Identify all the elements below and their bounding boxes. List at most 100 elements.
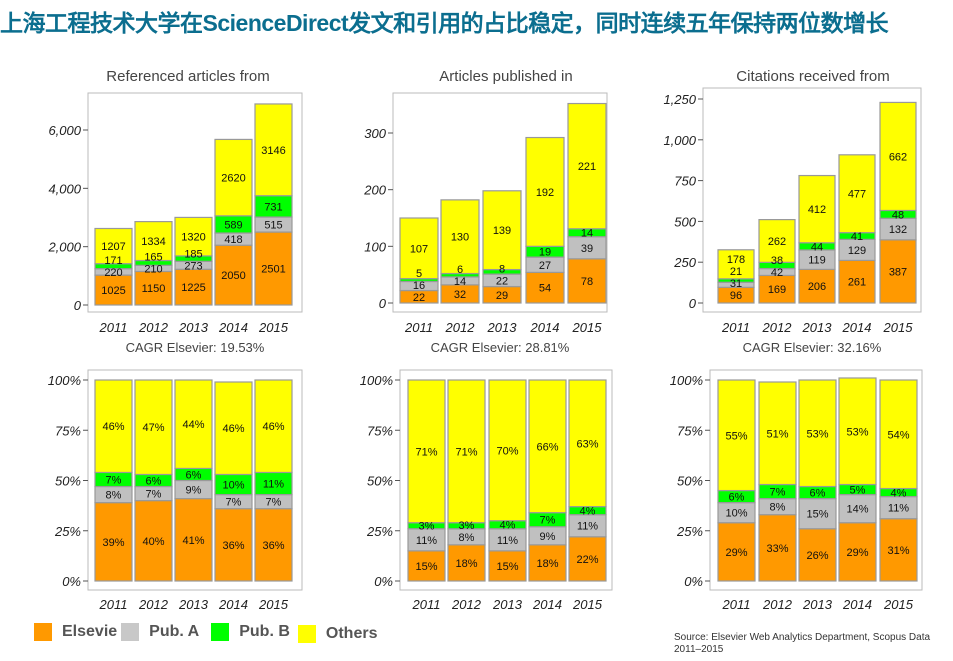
data-label: 15% <box>496 561 518 573</box>
x-tick-label: 2014 <box>218 320 248 335</box>
x-tick-label: 2014 <box>842 320 872 335</box>
y-tick-label: 300 <box>364 126 386 141</box>
legend-swatch-pub-a <box>121 623 140 641</box>
bar-segment-others-2015 <box>254 379 293 474</box>
data-label: 15% <box>806 509 828 521</box>
bar-segment-elsevier-2013 <box>798 528 837 582</box>
data-label: 71% <box>455 446 477 458</box>
bar-segment-others-2015 <box>254 103 293 197</box>
data-label: 8% <box>106 490 122 502</box>
data-label: 11% <box>888 503 909 515</box>
bar-segment-others-2015 <box>567 102 607 230</box>
data-label: 26% <box>806 550 828 562</box>
y-tick-label: 25% <box>676 524 703 539</box>
chart-title: Articles published in <box>439 68 572 85</box>
data-label: 6% <box>729 492 745 504</box>
data-label: 662 <box>889 151 907 163</box>
data-label: 53% <box>806 428 828 440</box>
data-label: 31% <box>887 545 909 557</box>
y-tick-label: 6,000 <box>48 123 81 138</box>
x-tick-label: 2015 <box>883 597 914 612</box>
data-label: 169 <box>768 284 786 296</box>
x-tick-label: 2011 <box>99 597 128 612</box>
data-label: 47% <box>142 422 164 434</box>
bar-segment-elsevier-2011 <box>717 522 756 582</box>
x-tick-label: 2013 <box>802 320 833 335</box>
data-label: 36% <box>262 540 284 552</box>
data-label: 16 <box>413 280 425 292</box>
data-label: 41% <box>182 535 204 547</box>
data-label: 44 <box>811 241 823 253</box>
data-label: 731 <box>264 201 282 213</box>
data-label: 8 <box>499 263 505 275</box>
data-label: 1320 <box>181 232 205 244</box>
y-tick-label: 75% <box>677 423 703 438</box>
bar-segment-others-2011 <box>717 379 756 492</box>
y-tick-label: 100 <box>364 239 386 254</box>
data-label: 42 <box>771 267 783 279</box>
data-label: 8% <box>459 532 475 544</box>
data-label: 27 <box>539 260 551 272</box>
data-label: 10% <box>222 480 244 492</box>
bar-segment-others-2011 <box>717 249 755 280</box>
y-tick-label: 25% <box>54 524 81 539</box>
data-label: 1207 <box>101 241 125 253</box>
data-label: 6 <box>457 264 463 276</box>
data-label: 46% <box>222 423 244 435</box>
data-label: 18% <box>536 558 558 570</box>
bar-segment-others-2011 <box>399 217 439 280</box>
y-tick-label: 200 <box>363 183 386 198</box>
y-tick-label: 50% <box>367 474 393 489</box>
bar-segment-elsevier-2012 <box>758 274 796 304</box>
legend-label-elsevier: Elsevie <box>62 623 118 640</box>
data-label: 220 <box>104 267 122 279</box>
bar-segment-others-2013 <box>174 379 213 470</box>
bar-segment-elsevier-2014 <box>214 244 253 306</box>
y-tick-label: 1,000 <box>663 133 696 148</box>
data-label: 139 <box>493 225 511 237</box>
x-tick-label: 2015 <box>258 597 289 612</box>
bar-segment-others-2011 <box>94 227 133 265</box>
x-tick-label: 2012 <box>451 597 482 612</box>
data-label: 185 <box>184 248 202 260</box>
data-label: 14 <box>454 276 466 288</box>
bar-segment-elsevier-2013 <box>488 550 527 582</box>
legend-label-pub-a: Pub. A <box>149 623 200 640</box>
legend-label-pub-b: Pub. B <box>239 623 290 640</box>
data-label: 11% <box>263 479 284 491</box>
data-label: 39 <box>581 243 593 255</box>
data-label: 11% <box>497 535 518 547</box>
data-label: 63% <box>576 438 598 450</box>
data-label: 29% <box>846 547 868 559</box>
legend-swatch-others <box>297 625 316 643</box>
x-tick-label: 2011 <box>722 597 751 612</box>
data-label: 1334 <box>141 236 165 248</box>
data-label: 22% <box>576 554 598 566</box>
bar-segment-others-2013 <box>174 216 213 257</box>
bar-segment-others-2012 <box>134 379 173 476</box>
data-label: 11% <box>577 521 598 533</box>
data-label: 9% <box>186 485 202 497</box>
data-label: 41 <box>851 231 863 243</box>
bar-segment-elsevier-2013 <box>174 497 213 582</box>
y-tick-label: 50% <box>55 474 81 489</box>
legend: Elsevie Pub. A Pub. B Others <box>34 621 377 643</box>
bar-segment-others-2014 <box>528 379 567 514</box>
data-label: 33% <box>766 543 788 555</box>
data-label: 2620 <box>221 173 245 185</box>
bar-segment-elsevier-2013 <box>174 268 213 306</box>
x-tick-label: 2013 <box>178 320 209 335</box>
chart-title: Referenced articles from <box>106 68 269 85</box>
bar-segment-others-2014 <box>214 138 253 217</box>
y-tick-label: 0 <box>379 296 387 311</box>
y-tick-label: 50% <box>677 474 703 489</box>
data-label: 54% <box>887 429 909 441</box>
x-tick-label: 2011 <box>99 320 128 335</box>
data-label: 66% <box>536 441 558 453</box>
data-label: 4% <box>891 488 907 500</box>
data-label: 192 <box>536 187 554 199</box>
data-label: 70% <box>496 445 518 457</box>
data-label: 515 <box>264 220 282 232</box>
data-label: 40% <box>142 536 164 548</box>
